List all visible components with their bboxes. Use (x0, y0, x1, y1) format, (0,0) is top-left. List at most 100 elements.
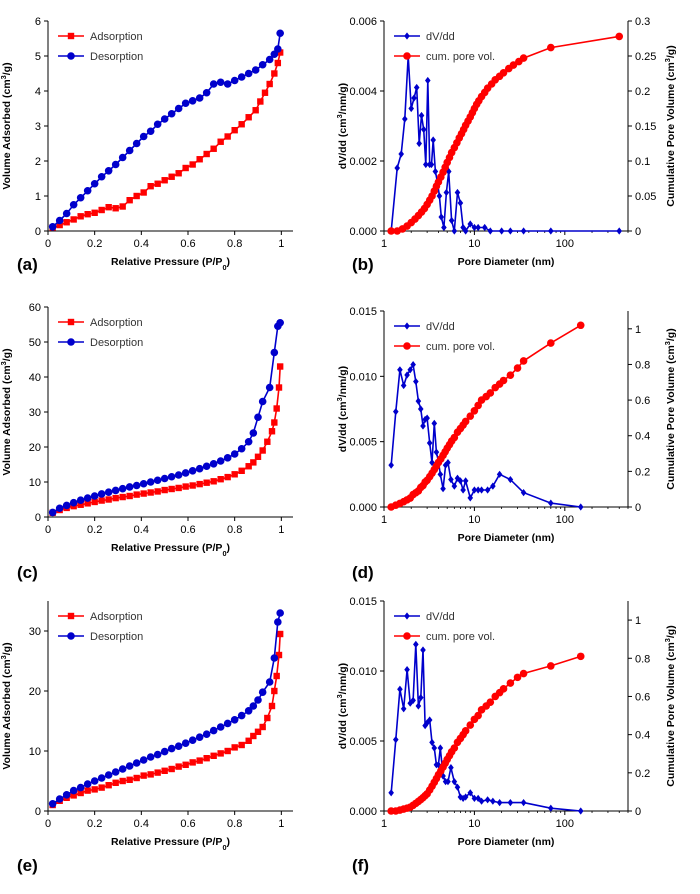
data-point (245, 737, 252, 744)
data-point (48, 223, 57, 231)
data-point (70, 792, 77, 799)
y-right-tick-label: 0.8 (635, 359, 650, 371)
y-right-tick-label: 0 (635, 502, 641, 514)
y-right-tick-label: 0.25 (635, 51, 656, 63)
x-tick-label: 10 (468, 818, 480, 830)
data-point (245, 463, 252, 470)
data-point (223, 719, 232, 728)
data-point (237, 73, 246, 81)
data-point (268, 702, 276, 710)
data-point (258, 60, 267, 69)
y-tick-label: 10 (29, 477, 41, 489)
data-point (548, 804, 554, 812)
y-right-tick-label: 0.05 (635, 191, 656, 203)
data-point (273, 672, 280, 680)
legend-label: Adsorption (90, 611, 143, 623)
data-point (111, 768, 120, 776)
data-point (407, 366, 414, 374)
x-tick-label: 1 (381, 238, 387, 250)
series-desorption (48, 609, 284, 808)
data-point (140, 490, 147, 497)
y-tick-label: 0.006 (349, 16, 377, 28)
data-point (265, 678, 274, 686)
data-point (146, 478, 155, 486)
data-point (91, 786, 98, 793)
data-point (244, 707, 253, 715)
data-point (417, 694, 424, 702)
data-point (496, 799, 503, 807)
data-point (104, 488, 113, 496)
legend-marker (67, 338, 75, 346)
x-axis-title: Pore Diameter (nm) (458, 256, 555, 268)
chart-panel-1: 0 0.2 0.4 0.6 0.8 1 0 1 2 3 4 5 6 Relative Pressure (… (0, 16, 293, 274)
y-tick-label: 3 (35, 121, 41, 133)
series-line (52, 33, 281, 228)
legend: dV/dd cum. pore vol. (394, 31, 495, 63)
data-point (188, 97, 197, 105)
data-point (70, 216, 77, 223)
data-point (195, 94, 204, 102)
data-point (223, 454, 232, 462)
x-axis-title: Relative Pressure (P/P0) (111, 256, 230, 272)
data-point (189, 759, 196, 766)
data-point (160, 747, 169, 756)
y-right-tick-label: 0 (635, 226, 641, 238)
data-point (202, 462, 211, 471)
data-point (548, 499, 554, 507)
data-point (499, 376, 508, 385)
data-point (615, 32, 624, 41)
data-point (437, 470, 444, 478)
data-point (499, 685, 508, 693)
data-point (112, 494, 119, 502)
data-point (420, 125, 427, 134)
data-point (249, 702, 258, 710)
data-point (400, 705, 407, 713)
data-point (118, 153, 127, 162)
data-point (175, 484, 182, 492)
legend-marker (403, 342, 411, 350)
data-point (276, 49, 284, 56)
y-tick-label: 0.010 (349, 666, 377, 678)
y-tick-label: 0.000 (349, 502, 377, 514)
data-point (436, 192, 443, 200)
x-tick-label: 1 (278, 238, 284, 250)
data-point (125, 483, 134, 491)
data-point (83, 780, 92, 788)
data-point (462, 477, 469, 485)
data-point (430, 136, 436, 144)
y-right-tick-label: 0.3 (635, 16, 650, 28)
data-point (431, 419, 438, 427)
data-point (182, 761, 189, 768)
data-point (203, 755, 210, 762)
data-point (98, 784, 105, 791)
series-dv-dd (388, 52, 623, 235)
series-cum-pore-vol- (387, 32, 624, 235)
x-tick-label: 1 (278, 818, 284, 830)
data-point (426, 439, 433, 447)
data-point (397, 685, 403, 693)
y-tick-label: 0.004 (349, 86, 377, 98)
data-point (423, 160, 429, 169)
data-point (188, 467, 197, 475)
data-point (413, 640, 419, 648)
data-point (175, 763, 182, 770)
data-point (471, 223, 478, 232)
series-line (391, 655, 581, 812)
data-point (448, 475, 454, 484)
data-point (119, 203, 126, 210)
data-point (69, 200, 78, 209)
data-point (252, 107, 259, 114)
data-point (394, 164, 401, 172)
data-point (189, 161, 196, 168)
series-cum-pore-vol- (387, 652, 585, 815)
data-point (202, 88, 211, 97)
data-point (507, 799, 514, 807)
data-point (467, 220, 474, 228)
data-point (547, 43, 555, 52)
data-point (126, 492, 133, 500)
panel-label: (f) (352, 856, 369, 875)
data-point (132, 139, 141, 148)
data-point (97, 172, 106, 181)
data-point (259, 723, 266, 731)
